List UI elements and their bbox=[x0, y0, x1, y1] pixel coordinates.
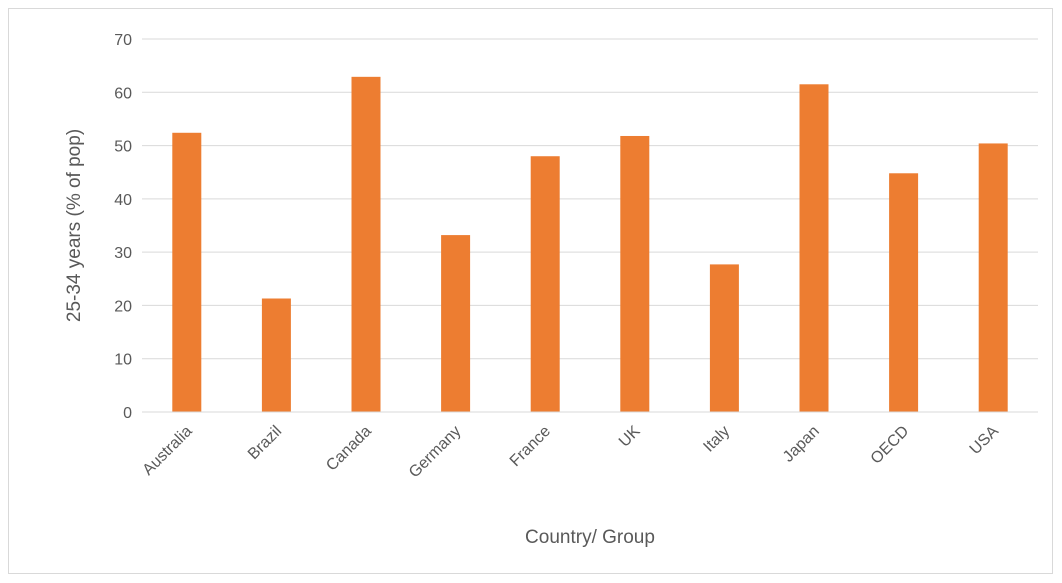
x-axis-ticks: Australia Brazil Canada Germany France UK Ital… bbox=[140, 423, 1003, 482]
bar-australia bbox=[172, 132, 202, 413]
x-tick-label: Italy bbox=[700, 423, 733, 456]
x-tick-label: Canada bbox=[323, 423, 375, 475]
bar-germany bbox=[441, 235, 471, 412]
y-tick-label: 40 bbox=[114, 192, 132, 209]
y-axis-ticks: 0 10 20 30 40 50 60 70 bbox=[114, 32, 132, 422]
x-tick-label: Brazil bbox=[245, 423, 285, 463]
bar-japan bbox=[799, 84, 829, 413]
x-tick-label: OECD bbox=[868, 423, 913, 468]
y-tick-label: 70 bbox=[114, 32, 132, 49]
x-axis-title: Country/ Group bbox=[525, 527, 655, 548]
y-tick-label: 30 bbox=[114, 245, 132, 262]
y-tick-label: 10 bbox=[114, 352, 132, 369]
bar-italy bbox=[709, 264, 739, 412]
bar-canada bbox=[351, 76, 381, 412]
y-tick-label: 0 bbox=[123, 405, 132, 422]
x-tick-label: Germany bbox=[406, 423, 465, 482]
x-tick-label: UK bbox=[616, 423, 644, 451]
bar-usa bbox=[978, 143, 1008, 412]
y-tick-label: 50 bbox=[114, 139, 132, 156]
x-tick-label: France bbox=[507, 423, 554, 470]
y-tick-label: 60 bbox=[114, 85, 132, 102]
gridlines bbox=[142, 38, 1038, 360]
bar-france bbox=[530, 156, 560, 412]
x-tick-label: USA bbox=[967, 423, 1003, 459]
bars bbox=[172, 76, 1008, 413]
y-axis-title: 25-34 years (% of pop) bbox=[64, 129, 85, 322]
bar-uk bbox=[620, 135, 650, 413]
bar-oecd bbox=[889, 173, 919, 412]
bar-brazil bbox=[261, 298, 291, 412]
x-tick-label: Australia bbox=[140, 423, 196, 479]
y-tick-label: 20 bbox=[114, 298, 132, 315]
x-tick-label: Japan bbox=[780, 423, 823, 466]
